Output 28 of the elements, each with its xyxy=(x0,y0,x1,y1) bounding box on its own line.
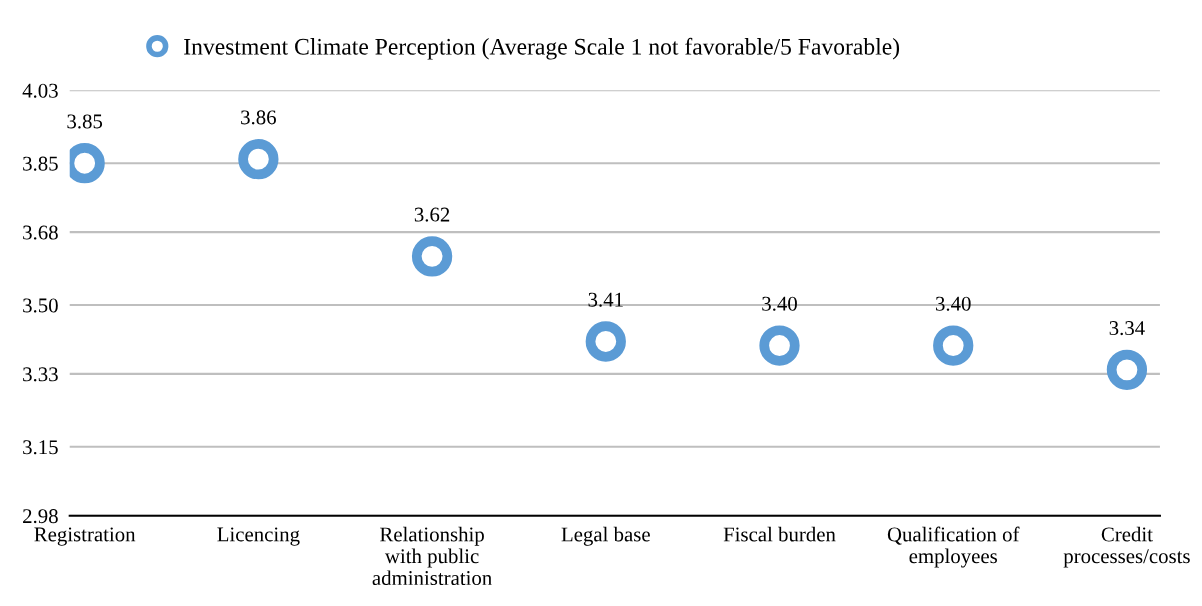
data-label: 3.40 xyxy=(935,296,971,311)
data-label: 3.41 xyxy=(588,292,623,307)
point xyxy=(1106,349,1148,390)
data-label: 3.40 xyxy=(762,296,797,311)
point xyxy=(585,321,626,362)
y-tick-label: 3.50 xyxy=(23,298,58,313)
x-tick-label: Legal base xyxy=(561,526,650,546)
y-tick-label: 4.03 xyxy=(22,83,58,98)
x-tick-label: Fiscal burden xyxy=(723,526,836,542)
y-tick-label: 3.68 xyxy=(23,225,58,240)
y-tick-label: 3.85 xyxy=(23,156,58,171)
point xyxy=(759,325,800,366)
x-tick-label: Registration xyxy=(34,527,136,546)
point xyxy=(411,236,453,277)
x-tick-label: Relationship with public administration xyxy=(372,526,492,586)
data-label: 3.85 xyxy=(67,114,103,129)
point xyxy=(933,325,974,366)
x-tick-label: Qualification of employees xyxy=(887,526,1020,568)
data-label: 3.62 xyxy=(414,207,450,222)
data-label: 3.86 xyxy=(241,110,276,125)
y-tick-label: 2.98 xyxy=(23,509,58,524)
data-label: 3.34 xyxy=(1109,321,1145,336)
y-tick-label: 3.15 xyxy=(23,440,58,455)
point xyxy=(238,139,279,180)
x-tick-label: Licencing xyxy=(217,527,300,546)
x-tick-label: Credit processes/costs xyxy=(1063,526,1190,568)
legend-label: Investment Climate Perception (Average Scale 1 not favorable/5 Favorable) xyxy=(184,37,900,60)
y-tick-label: 3.33 xyxy=(23,367,58,382)
